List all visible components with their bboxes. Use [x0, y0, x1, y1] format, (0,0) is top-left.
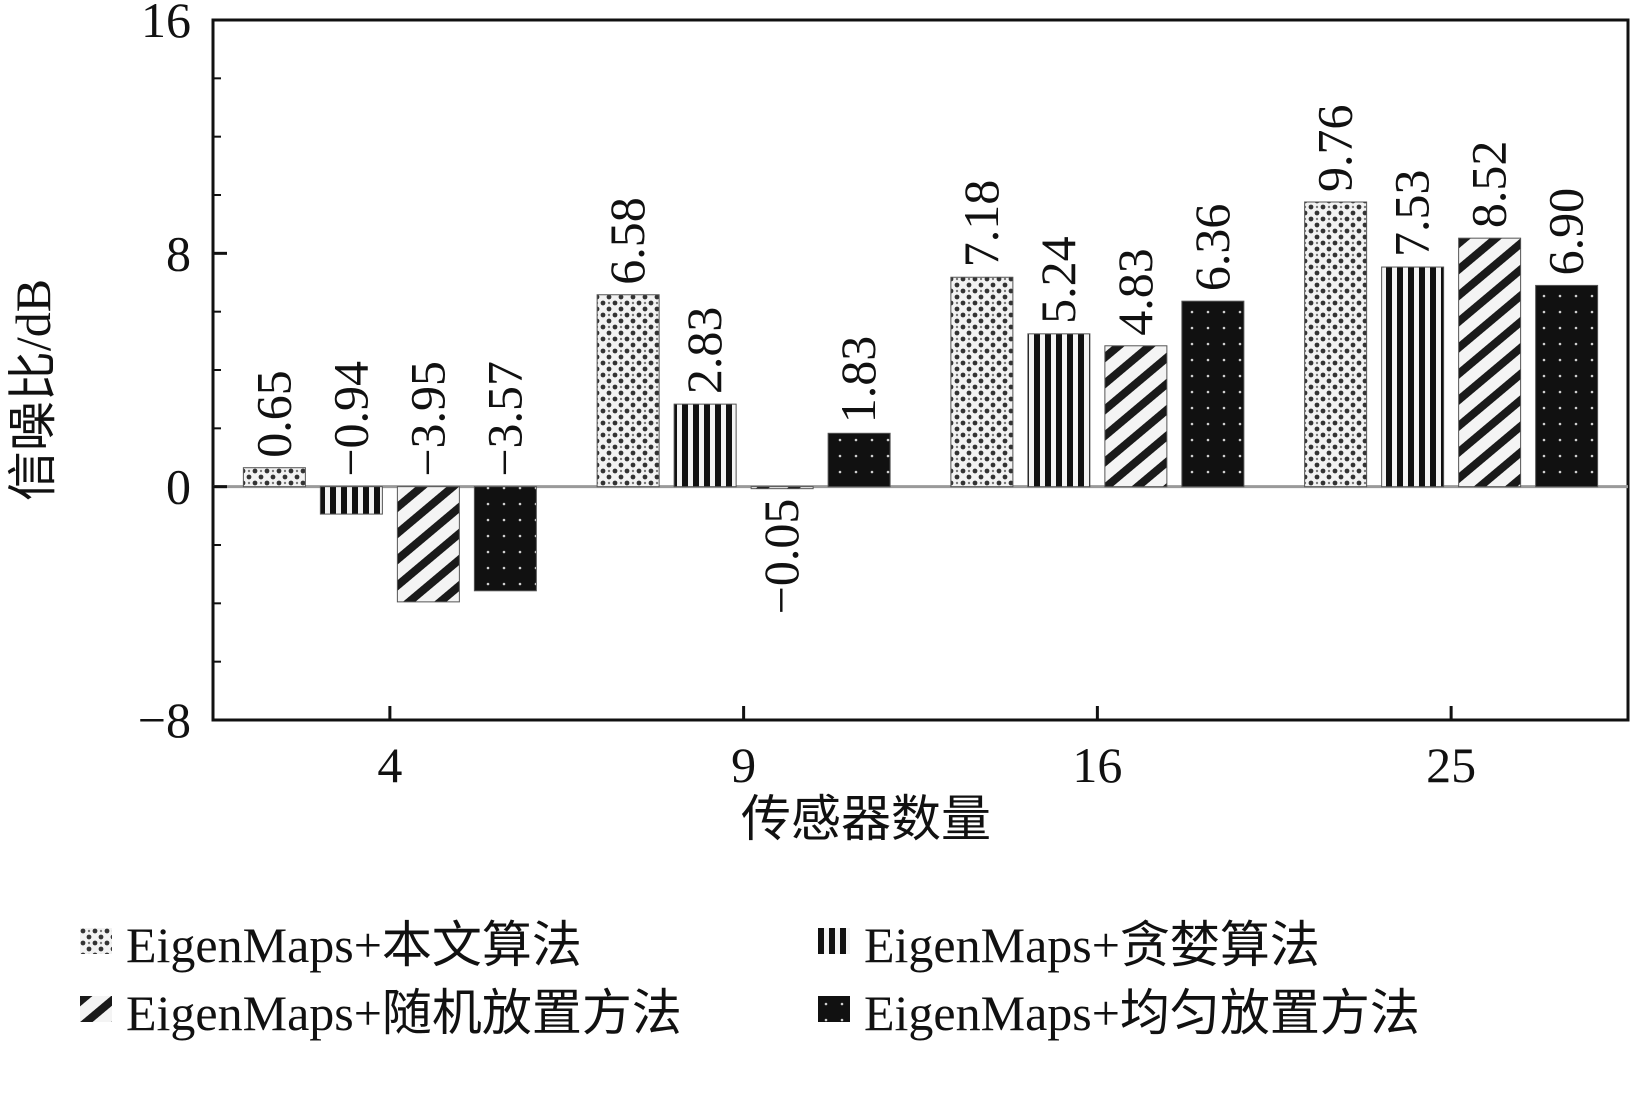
y-tick-label: 0: [166, 459, 191, 515]
y-tick-label: 8: [166, 225, 191, 281]
data-label: 6.90: [1538, 188, 1594, 276]
bars-layer: [242, 201, 1599, 603]
bar: [673, 403, 737, 488]
bar: [242, 467, 306, 488]
data-label: 2.83: [676, 307, 732, 395]
bar: [473, 486, 537, 592]
legend-swatch-diagonal-stripes: [80, 996, 112, 1022]
data-label: −0.94: [322, 361, 378, 477]
bar: [1181, 300, 1245, 488]
x-tick-label: 4: [377, 737, 402, 793]
y-axis-label: 信噪比/dB: [5, 279, 61, 501]
legend: EigenMaps+本文算法 EigenMaps+贪婪算法 EigenMaps+…: [80, 905, 1620, 1085]
legend-item-greedy: EigenMaps+贪婪算法: [818, 905, 1320, 977]
legend-item-random: EigenMaps+随机放置方法: [80, 973, 682, 1045]
bar: [1381, 266, 1445, 488]
data-label: −3.95: [399, 361, 455, 477]
data-label: 7.18: [953, 180, 1009, 268]
bar: [1104, 345, 1168, 488]
data-label: 0.65: [245, 370, 301, 458]
legend-swatch-vertical-stripes: [818, 928, 850, 954]
bar: [1304, 201, 1368, 488]
x-tick-label: 16: [1072, 737, 1122, 793]
data-label: 4.83: [1107, 248, 1163, 336]
data-label: 6.58: [599, 197, 655, 285]
legend-label-random: EigenMaps+随机放置方法: [126, 985, 682, 1041]
legend-item-proposed: EigenMaps+本文算法: [80, 905, 582, 977]
legend-label-proposed: EigenMaps+本文算法: [126, 917, 582, 973]
data-label: 9.76: [1307, 105, 1363, 193]
legend-item-uniform: EigenMaps+均匀放置方法: [818, 973, 1420, 1045]
data-labels-layer: 0.65 6.58 7.18 9.76 −0.94 2.83 5.24 7.53 −3.95 −0…: [245, 105, 1593, 615]
bar: [1535, 284, 1599, 488]
data-label: −3.57: [476, 361, 532, 477]
bar: [950, 276, 1014, 488]
data-label: 7.53: [1384, 170, 1440, 258]
x-tick-label: 9: [731, 737, 756, 793]
data-label: −0.05: [753, 499, 809, 615]
legend-swatch-dark-dots: [818, 996, 850, 1022]
data-label: 1.83: [830, 336, 886, 424]
data-label: 5.24: [1030, 236, 1086, 324]
data-label: 8.52: [1461, 141, 1517, 229]
x-tick-label: 25: [1426, 737, 1476, 793]
legend-label-greedy: EigenMaps+贪婪算法: [864, 917, 1320, 973]
bar: [827, 432, 891, 488]
bar: [1027, 333, 1091, 488]
bar: [1458, 237, 1522, 488]
data-label: 6.36: [1184, 204, 1240, 292]
y-tick-label: −8: [138, 692, 191, 748]
bar: [750, 486, 814, 490]
legend-label-uniform: EigenMaps+均匀放置方法: [864, 985, 1420, 1041]
legend-swatch-dots: [80, 928, 112, 954]
bar: [596, 294, 660, 488]
y-tick-label: 16: [141, 0, 191, 48]
x-axis-label: 传感器数量: [741, 791, 991, 847]
bar: [319, 486, 383, 515]
bar: [396, 486, 460, 603]
